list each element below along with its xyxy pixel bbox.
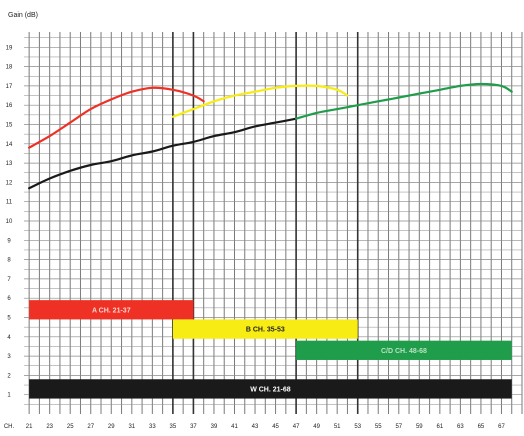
x-tick-label-43: 43 (252, 424, 259, 430)
band-label-2: C/D CH. 48-68 (381, 348, 427, 355)
series-layer (28, 82, 513, 190)
band-bar-2 (296, 340, 512, 360)
x-tick-label-33: 33 (149, 424, 156, 430)
x-tick-label-31: 31 (128, 424, 135, 430)
band-bar-3 (29, 379, 512, 399)
band-bar-0 (29, 300, 194, 320)
x-tick-label-37: 37 (190, 424, 197, 430)
y-tick-label-10: 10 (6, 219, 13, 225)
series-line-3 (295, 82, 513, 120)
y-tick-label-5: 5 (7, 316, 11, 322)
y-tick-label-19: 19 (6, 45, 13, 51)
x-tick-label-67: 67 (498, 424, 505, 430)
y-tick-label-14: 14 (6, 142, 13, 148)
x-tick-label-49: 49 (313, 424, 320, 430)
band-label-3: W CH. 21-68 (250, 386, 291, 393)
x-tick-label-35: 35 (170, 424, 177, 430)
x-tick-label-25: 25 (67, 424, 74, 430)
x-tick-label-29: 29 (108, 424, 115, 430)
y-tick-label-6: 6 (7, 296, 11, 302)
x-tick-label-53: 53 (354, 424, 361, 430)
x-tick-label-47: 47 (293, 424, 300, 430)
x-axis-title: CH. (4, 424, 15, 430)
x-tick-label-59: 59 (416, 424, 423, 430)
series-line-2 (28, 117, 298, 190)
y-tick-label-17: 17 (6, 84, 13, 90)
y-tick-label-9: 9 (7, 238, 11, 244)
x-tick-label-55: 55 (375, 424, 382, 430)
x-tick-label-65: 65 (478, 424, 485, 430)
y-tick-label-7: 7 (7, 277, 11, 283)
y-tick-label-12: 12 (6, 180, 13, 186)
x-tick-label-57: 57 (395, 424, 402, 430)
x-tick-label-45: 45 (272, 424, 279, 430)
y-tick-label-13: 13 (6, 161, 13, 167)
x-tick-label-27: 27 (87, 424, 94, 430)
band-label-1: B CH. 35-53 (246, 327, 285, 334)
y-axis-title: Gain (dB) (8, 12, 38, 19)
x-tick-label-21: 21 (26, 424, 33, 430)
x-tick-label-23: 23 (46, 424, 53, 430)
x-tick-label-41: 41 (231, 424, 238, 430)
series-line-0 (28, 86, 205, 149)
band-label-0: A CH. 21-37 (92, 307, 131, 314)
y-tick-label-4: 4 (7, 335, 11, 341)
y-tick-label-3: 3 (7, 354, 11, 360)
x-tick-label-63: 63 (457, 424, 464, 430)
band-bar-1 (172, 319, 358, 339)
band-layer: A CH. 21-37 B CH. 35-53 C/D CH. 48-68 W CH.… (29, 300, 512, 399)
y-tick-label-1: 1 (7, 393, 11, 399)
y-tick-label-11: 11 (6, 200, 13, 206)
y-tick-label-8: 8 (7, 258, 11, 264)
x-tick-label-39: 39 (211, 424, 218, 430)
x-tick-label-61: 61 (437, 424, 444, 430)
y-tick-label-16: 16 (6, 103, 13, 109)
x-tick-label-51: 51 (334, 424, 341, 430)
y-tick-label-18: 18 (6, 65, 13, 71)
series-line-1 (171, 84, 349, 118)
y-tick-label-15: 15 (6, 123, 13, 129)
y-tick-label-2: 2 (7, 373, 11, 379)
